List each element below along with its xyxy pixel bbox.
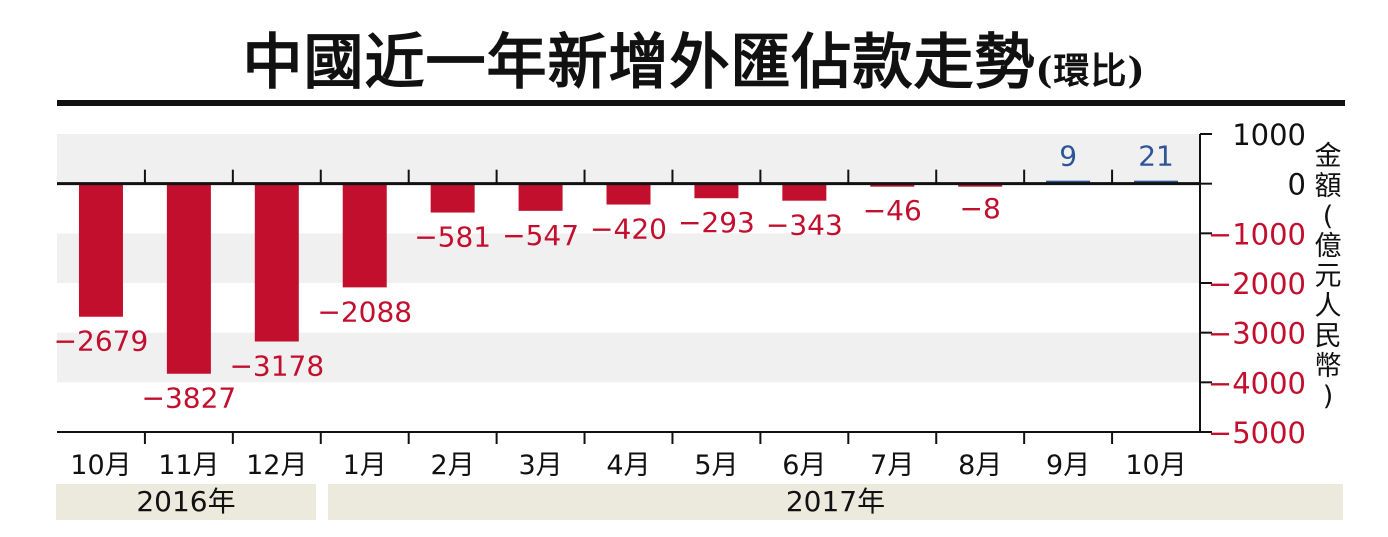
x-tick-label: 12月 — [246, 450, 307, 481]
chart-title: 中國近一年新增外匯佔款走勢(環比) — [0, 14, 1388, 101]
x-tick-label: 5月 — [694, 450, 738, 481]
bar — [430, 183, 475, 213]
bar — [518, 183, 563, 211]
x-tick-label: 8月 — [958, 450, 1002, 481]
y-unit-char: 額 — [1314, 171, 1342, 202]
bar — [166, 183, 211, 374]
data-label: −8 — [960, 192, 1001, 225]
x-tick-label: 11月 — [158, 450, 219, 481]
data-label: 21 — [1138, 140, 1174, 173]
bar — [606, 183, 651, 205]
bar — [254, 183, 299, 342]
y-unit-char: 金 — [1314, 141, 1342, 172]
data-label: −581 — [414, 221, 491, 254]
y-unit-char: ( — [1322, 201, 1334, 232]
y-unit-char: 億 — [1314, 231, 1342, 262]
data-label: −420 — [590, 213, 667, 246]
data-label: −293 — [678, 206, 755, 239]
x-tick-label: 10月 — [70, 450, 131, 481]
data-label: 9 — [1059, 140, 1077, 173]
year-label-2017: 2017年 — [328, 484, 1343, 520]
y-unit-char: 元 — [1314, 261, 1342, 292]
grid-band — [57, 332, 1200, 383]
x-tick-label: 9月 — [1046, 450, 1090, 481]
x-tick-label: 1月 — [343, 450, 387, 481]
y-unit-char: 民 — [1314, 321, 1342, 352]
y-unit-char: 人 — [1314, 291, 1342, 322]
x-tick-label: 7月 — [870, 450, 914, 481]
bar — [694, 183, 739, 199]
bar — [782, 183, 827, 201]
y-tick-label: −4000 — [1208, 366, 1306, 400]
data-label: −3178 — [229, 350, 324, 383]
x-tick-label: 6月 — [782, 450, 826, 481]
y-tick-label: 1000 — [1232, 118, 1306, 152]
x-tick-label: 2月 — [431, 450, 475, 481]
y-tick-label: 0 — [1288, 168, 1306, 202]
x-tick-label: 4月 — [606, 450, 650, 481]
bar — [78, 183, 123, 317]
data-label: −2679 — [54, 325, 149, 358]
y-unit-char: 幣 — [1314, 351, 1342, 382]
title-rule — [57, 100, 1345, 106]
x-tick-label: 3月 — [518, 450, 562, 481]
year-label-2016: 2016年 — [56, 484, 316, 520]
data-label: −46 — [863, 194, 922, 227]
title-suffix: (環比) — [1035, 50, 1146, 92]
y-tick-label: −1000 — [1208, 217, 1306, 251]
grid-band — [57, 233, 1200, 283]
y-unit-char: ) — [1322, 381, 1334, 412]
data-label: −547 — [502, 219, 579, 252]
y-axis-unit-label: 金額(億元人民幣) — [1310, 142, 1346, 412]
y-tick-label: −2000 — [1208, 267, 1306, 301]
grid-band — [57, 134, 1200, 184]
bar — [342, 183, 387, 288]
title-main: 中國近一年新增外匯佔款走勢 — [242, 28, 1036, 98]
y-tick-label: −5000 — [1208, 416, 1306, 450]
y-tick-label: −3000 — [1208, 317, 1306, 351]
data-label: −2088 — [317, 295, 412, 328]
data-label: −3827 — [142, 382, 237, 415]
data-label: −343 — [766, 209, 843, 242]
x-tick-label: 10月 — [1125, 450, 1186, 481]
